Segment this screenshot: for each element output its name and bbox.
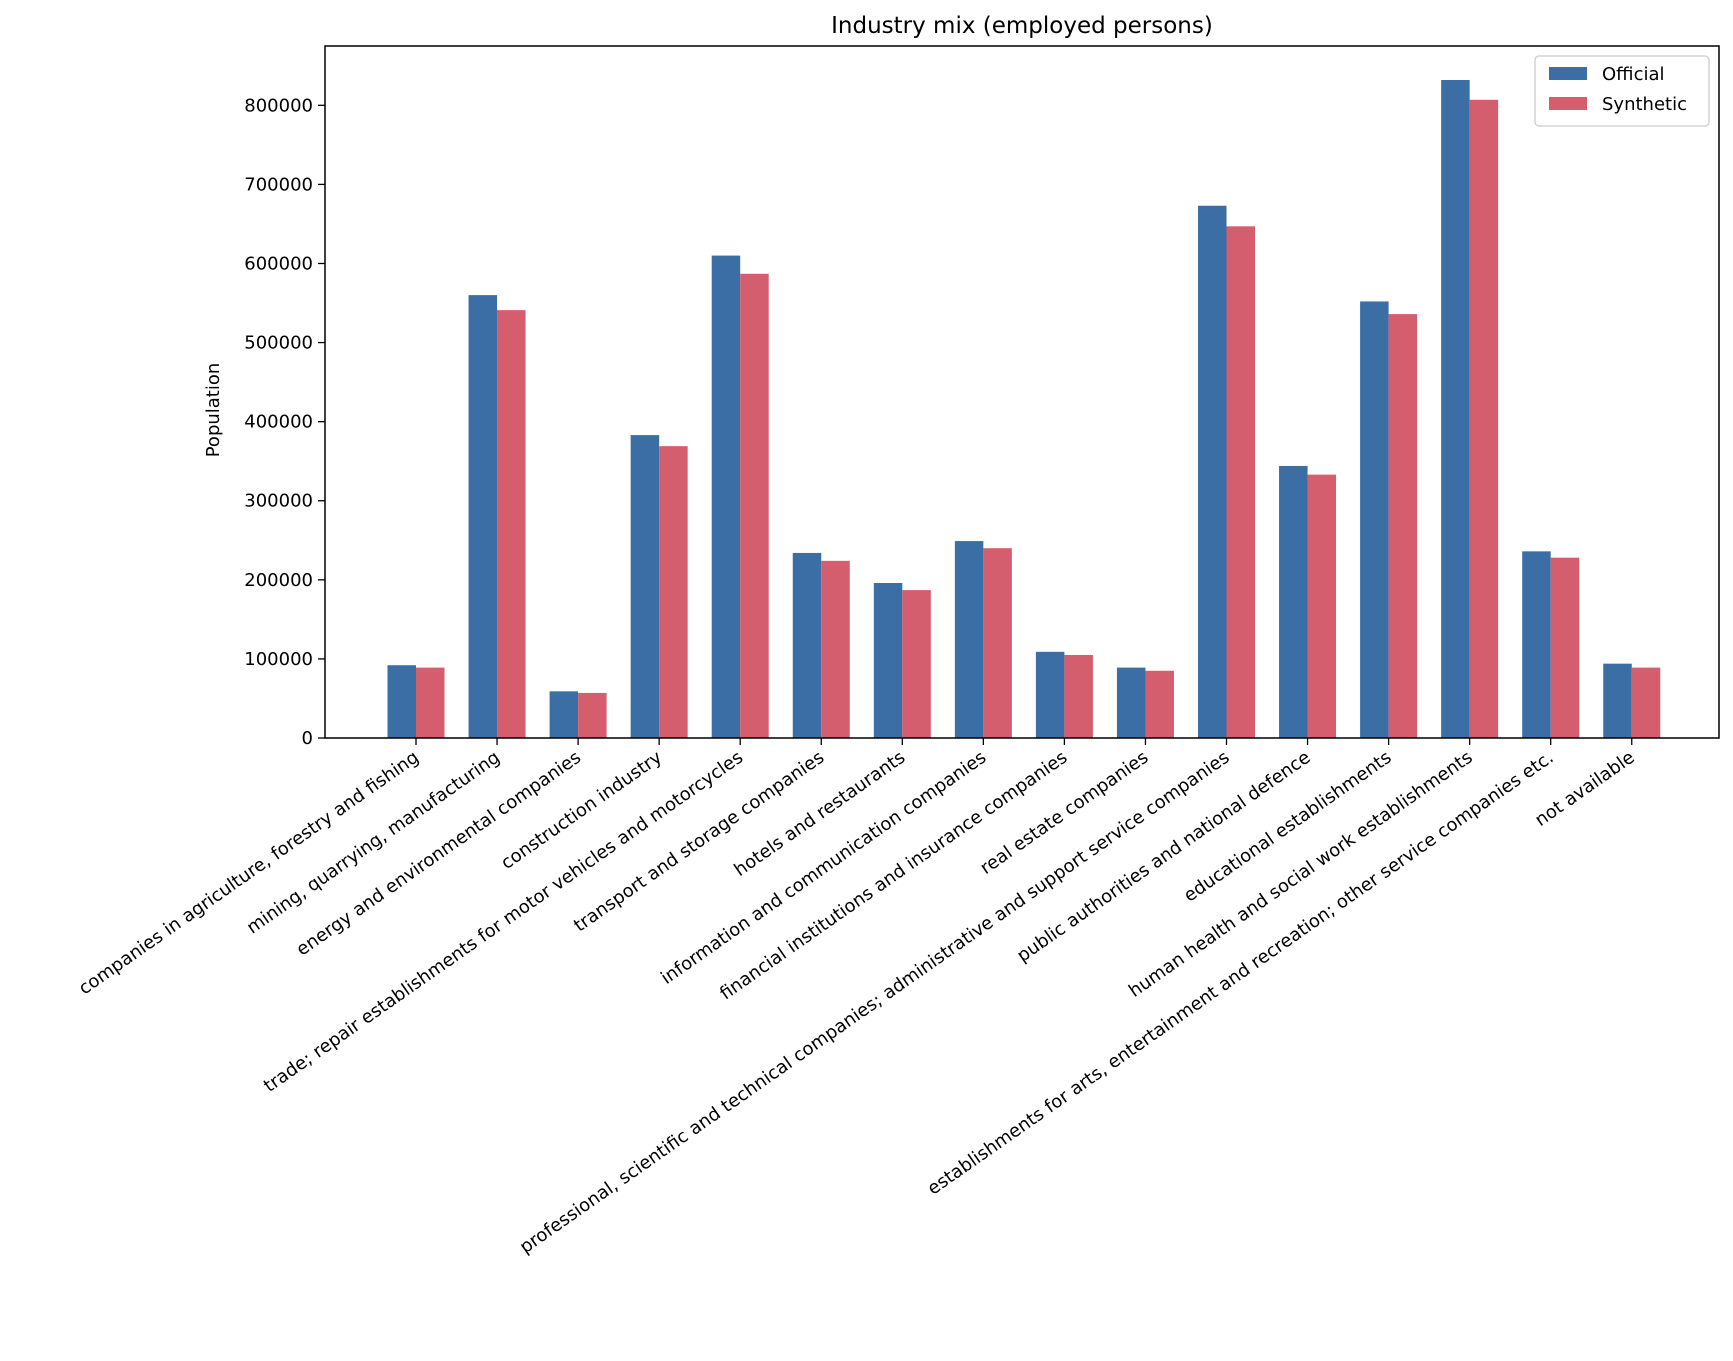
bar-synthetic-12 (1388, 314, 1418, 738)
bar-synthetic-11 (1307, 474, 1337, 738)
bar-official-11 (1279, 465, 1308, 738)
x-tick-label: public authorities and national defence (1013, 747, 1314, 967)
plot-frame (324, 45, 1720, 739)
y-tick-label: 0 (302, 728, 313, 749)
x-axis-ticks: companies in agriculture, forestry and f… (75, 738, 1639, 1258)
bar-official-9 (1116, 667, 1146, 738)
legend-swatch-synthetic (1549, 97, 1587, 110)
bar-official-0 (387, 665, 416, 738)
y-tick-label: 400000 (244, 412, 313, 433)
y-tick-label: 600000 (244, 253, 313, 274)
bars-layer (387, 80, 1661, 738)
bar-synthetic-0 (416, 667, 445, 738)
legend-swatch-official (1549, 67, 1587, 80)
bar-synthetic-9 (1145, 670, 1174, 738)
bar-synthetic-3 (659, 446, 688, 738)
bar-official-5 (792, 552, 822, 738)
bar-synthetic-10 (1226, 226, 1255, 738)
bar-synthetic-15 (1631, 667, 1661, 738)
legend-label-synthetic: Synthetic (1602, 94, 1687, 115)
bar-synthetic-1 (497, 310, 526, 738)
y-tick-label: 200000 (244, 570, 313, 591)
bar-official-1 (468, 295, 498, 738)
bar-official-10 (1198, 205, 1227, 738)
bar-synthetic-2 (578, 692, 607, 738)
legend-label-official: Official (1602, 64, 1665, 85)
bar-synthetic-13 (1469, 99, 1499, 738)
y-tick-label: 700000 (244, 174, 313, 195)
y-axis-ticks: 0 100000 200000 300000 400000 500000 600000 700… (244, 95, 325, 749)
y-axis-label: Population (203, 363, 224, 458)
y-tick-label: 500000 (244, 333, 313, 354)
chart-title: Industry mix (employed persons) (831, 13, 1213, 39)
bar-official-13 (1441, 80, 1470, 738)
bar-synthetic-4 (740, 273, 769, 738)
bar-official-3 (630, 435, 660, 738)
bar-synthetic-5 (821, 560, 850, 738)
bar-official-2 (549, 691, 579, 738)
y-tick-label: 100000 (244, 649, 313, 670)
bar-official-14 (1522, 551, 1551, 738)
bar-synthetic-14 (1550, 557, 1580, 738)
bar-official-7 (954, 541, 984, 738)
bar-official-12 (1360, 301, 1389, 738)
bar-synthetic-7 (983, 548, 1012, 738)
bar-official-6 (873, 582, 903, 738)
bar-official-15 (1603, 663, 1632, 738)
x-tick-label: energy and environmental companies (293, 747, 585, 960)
y-tick-label: 300000 (244, 491, 313, 512)
bar-official-8 (1035, 651, 1065, 738)
bar-synthetic-8 (1064, 654, 1093, 738)
bar-official-4 (711, 255, 741, 738)
legend: Official Synthetic (1534, 55, 1710, 127)
y-tick-label: 800000 (244, 95, 313, 116)
bar-synthetic-6 (902, 590, 931, 738)
x-tick-label: companies in agriculture, forestry and f… (75, 747, 423, 999)
